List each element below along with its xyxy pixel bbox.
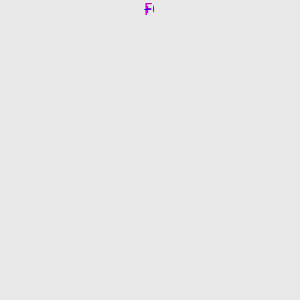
Text: O: O bbox=[142, 3, 154, 18]
Text: N: N bbox=[142, 3, 153, 18]
Text: +: + bbox=[143, 5, 152, 15]
Text: N: N bbox=[142, 3, 153, 18]
Text: F: F bbox=[143, 3, 152, 18]
